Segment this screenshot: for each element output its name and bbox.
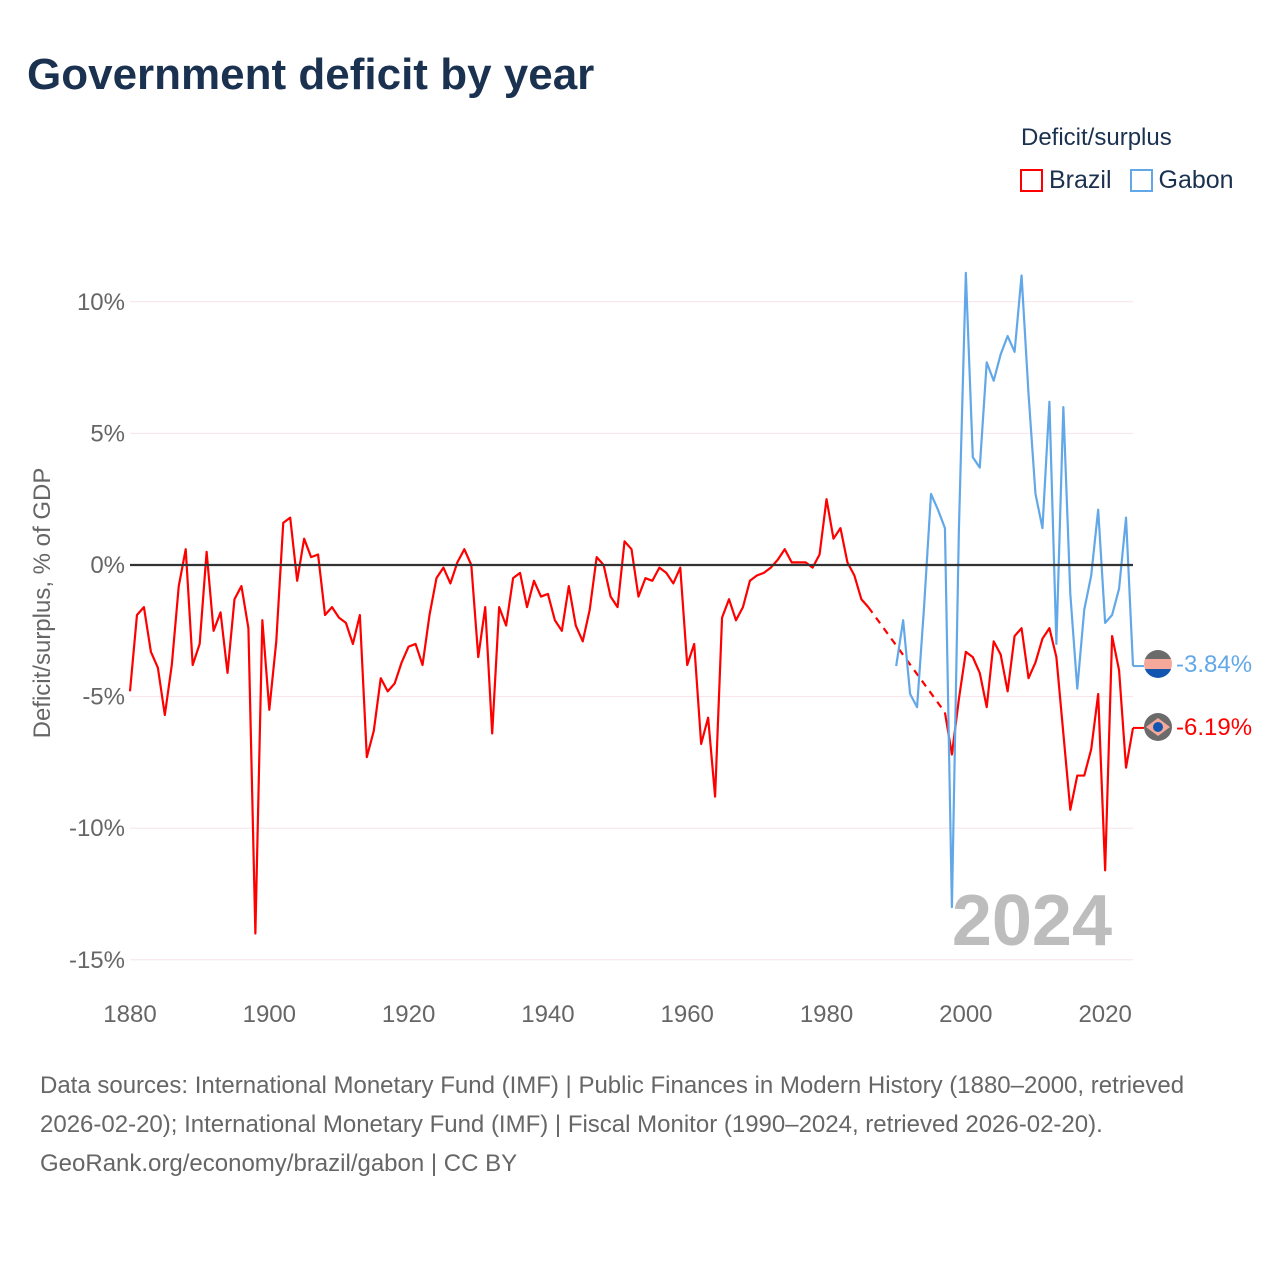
legend: Brazil Gabon (1020, 166, 1234, 195)
gabon-flag-icon (1144, 650, 1172, 678)
x-tick-label: 1980 (800, 1001, 853, 1028)
y-tick-label: -15% (69, 947, 125, 974)
year-watermark: 2024 (952, 881, 1112, 961)
legend-title: Deficit/surplus (1021, 124, 1172, 151)
legend-item-gabon[interactable]: Gabon (1129, 166, 1234, 195)
legend-item-brazil[interactable]: Brazil (1020, 166, 1112, 195)
x-tick-label: 1880 (103, 1001, 156, 1028)
x-tick-label: 1900 (243, 1001, 296, 1028)
credit-link[interactable]: GeoRank.org/economy/brazil/gabon | CC BY (40, 1150, 518, 1177)
y-tick-label: -10% (69, 815, 125, 842)
gabon-line (895, 271, 1135, 909)
legend-swatch-gabon (1129, 169, 1153, 192)
legend-swatch-brazil (1020, 169, 1043, 192)
x-tick-label: 1940 (521, 1001, 574, 1028)
legend-label-brazil: Brazil (1049, 166, 1112, 194)
x-tick-label: 1960 (661, 1001, 714, 1028)
gabon-end-label: -3.84% (1176, 651, 1252, 678)
legend-label-gabon: Gabon (1158, 166, 1234, 194)
y-tick-label: 10% (77, 289, 125, 316)
y-axis-label: Deficit/surplus, % of GDP (29, 468, 56, 739)
x-tick-label: 2000 (939, 1001, 992, 1028)
chart-title: Government deficit by year (27, 50, 595, 99)
x-tick-label: 2020 (1078, 1001, 1131, 1028)
brazil-line (128, 498, 870, 935)
brazil-line (943, 627, 1135, 872)
y-tick-label: -5% (82, 684, 125, 711)
y-tick-label: 0% (90, 552, 125, 579)
x-tick-label: 1920 (382, 1001, 435, 1028)
footer: Data sources: International Monetary Fun… (40, 1066, 1240, 1183)
line-chart: 10% 5% 0% -5% -10% -15% 1880 1900 1920 1940 1960 19… (29, 271, 1252, 1028)
brazil-end-label: -6.19% (1176, 714, 1252, 741)
data-sources: Data sources: International Monetary Fun… (40, 1072, 1185, 1138)
brazil-flag-icon (1144, 713, 1172, 741)
y-tick-label: 5% (90, 420, 125, 447)
